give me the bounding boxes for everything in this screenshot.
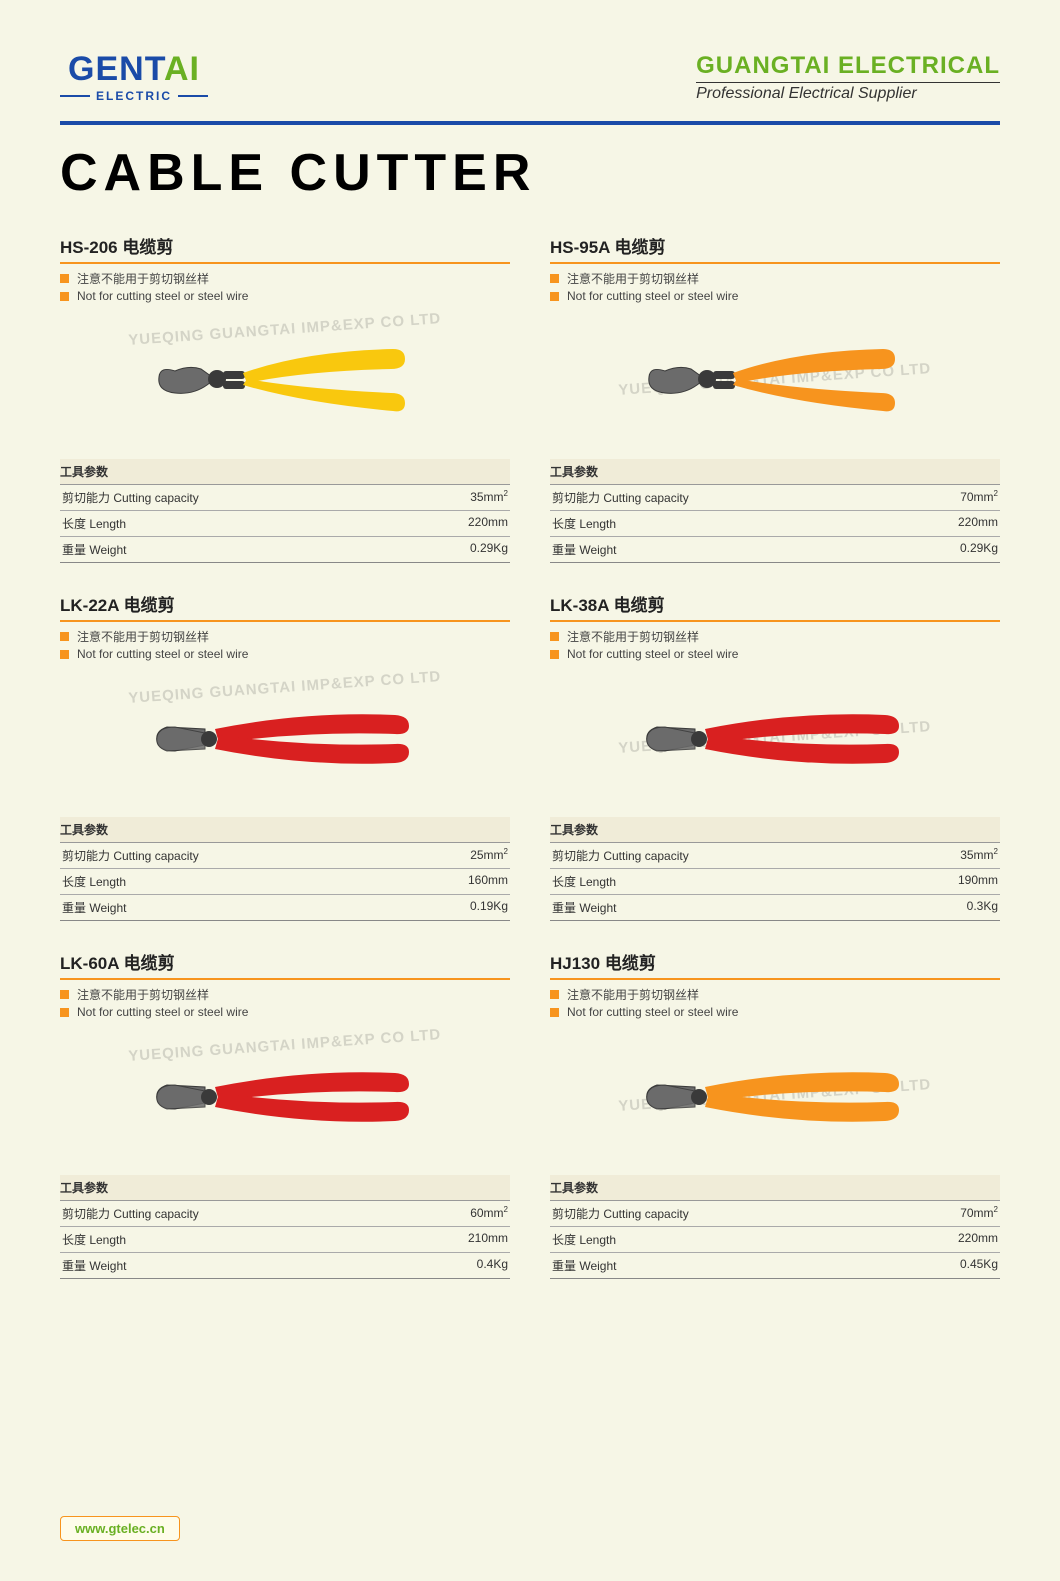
spec-row: 长度 Length190mm <box>550 869 1000 895</box>
spec-row: 重量 Weight0.3Kg <box>550 895 1000 921</box>
product-name: LK-38A 电缆剪 <box>550 591 1000 622</box>
logo-brand: GENTAI <box>68 50 200 89</box>
spec-row: 重量 Weight0.4Kg <box>60 1253 510 1279</box>
note-en: Not for cutting steel or steel wire <box>60 289 510 303</box>
product-card: LK-60A 电缆剪 注意不能用于剪切钢丝样 Not for cutting s… <box>60 949 510 1279</box>
note-en: Not for cutting steel or steel wire <box>550 647 1000 661</box>
product-image: YUEQING GUANGTAI IMP&EXP CO LTD <box>60 669 510 809</box>
bullet-icon <box>550 650 559 659</box>
logo-text-a: GENT <box>68 50 164 88</box>
website-url[interactable]: www.gtelec.cn <box>60 1516 180 1541</box>
product-name: HS-95A 电缆剪 <box>550 233 1000 264</box>
spec-table: 工具参数 剪切能力 Cutting capacity70mm2 长度 Lengt… <box>550 459 1000 563</box>
note-en: Not for cutting steel or steel wire <box>60 647 510 661</box>
spec-row: 剪切能力 Cutting capacity70mm2 <box>550 1201 1000 1227</box>
note-cn: 注意不能用于剪切钢丝样 <box>60 628 510 645</box>
note-en: Not for cutting steel or steel wire <box>60 1005 510 1019</box>
product-card: HJ130 电缆剪 注意不能用于剪切钢丝样 Not for cutting st… <box>550 949 1000 1279</box>
spec-row: 重量 Weight0.45Kg <box>550 1253 1000 1279</box>
spec-header: 工具参数 <box>550 459 1000 485</box>
spec-header: 工具参数 <box>60 817 510 843</box>
spec-row: 剪切能力 Cutting capacity35mm2 <box>60 485 510 511</box>
note-cn: 注意不能用于剪切钢丝样 <box>60 270 510 287</box>
product-image: YUEQING GUANGTAI IMP&EXP CO LTD <box>60 311 510 451</box>
note-cn: 注意不能用于剪切钢丝样 <box>60 986 510 1003</box>
product-notes: 注意不能用于剪切钢丝样 Not for cutting steel or ste… <box>550 270 1000 303</box>
spec-row: 长度 Length220mm <box>550 1227 1000 1253</box>
spec-row: 剪切能力 Cutting capacity25mm2 <box>60 843 510 869</box>
note-cn: 注意不能用于剪切钢丝样 <box>550 628 1000 645</box>
spec-row: 长度 Length160mm <box>60 869 510 895</box>
product-name: HJ130 电缆剪 <box>550 949 1000 980</box>
bullet-icon <box>60 274 69 283</box>
product-card: LK-38A 电缆剪 注意不能用于剪切钢丝样 Not for cutting s… <box>550 591 1000 921</box>
bullet-icon <box>60 990 69 999</box>
product-name: LK-60A 电缆剪 <box>60 949 510 980</box>
product-card: LK-22A 电缆剪 注意不能用于剪切钢丝样 Not for cutting s… <box>60 591 510 921</box>
spec-table: 工具参数 剪切能力 Cutting capacity70mm2 长度 Lengt… <box>550 1175 1000 1279</box>
logo-subtext: ELECTRIC <box>60 89 208 103</box>
spec-row: 长度 Length220mm <box>550 511 1000 537</box>
note-en: Not for cutting steel or steel wire <box>550 1005 1000 1019</box>
bullet-icon <box>60 1008 69 1017</box>
company-name: GUANGTAI ELECTRICAL <box>696 52 1000 80</box>
bullet-icon <box>60 292 69 301</box>
product-image: YUEQING GUANGTAI IMP&EXP CO LTD <box>550 1027 1000 1167</box>
spec-header: 工具参数 <box>60 459 510 485</box>
product-image: YUEQING GUANGTAI IMP&EXP CO LTD <box>550 669 1000 809</box>
spec-row: 重量 Weight0.29Kg <box>550 537 1000 563</box>
spec-row: 剪切能力 Cutting capacity35mm2 <box>550 843 1000 869</box>
spec-row: 长度 Length210mm <box>60 1227 510 1253</box>
spec-header: 工具参数 <box>550 1175 1000 1201</box>
product-card: HS-95A 电缆剪 注意不能用于剪切钢丝样 Not for cutting s… <box>550 233 1000 563</box>
product-notes: 注意不能用于剪切钢丝样 Not for cutting steel or ste… <box>550 986 1000 1019</box>
spec-table: 工具参数 剪切能力 Cutting capacity25mm2 长度 Lengt… <box>60 817 510 921</box>
logo-text-b: AI <box>164 50 200 88</box>
logo: GENTAI ELECTRIC <box>60 50 208 103</box>
product-notes: 注意不能用于剪切钢丝样 Not for cutting steel or ste… <box>550 628 1000 661</box>
spec-header: 工具参数 <box>550 817 1000 843</box>
product-name: HS-206 电缆剪 <box>60 233 510 264</box>
spec-table: 工具参数 剪切能力 Cutting capacity35mm2 长度 Lengt… <box>60 459 510 563</box>
product-image: YUEQING GUANGTAI IMP&EXP CO LTD <box>60 1027 510 1167</box>
footer: www.gtelec.cn <box>60 1516 180 1541</box>
bullet-icon <box>550 274 559 283</box>
spec-row: 剪切能力 Cutting capacity70mm2 <box>550 485 1000 511</box>
bullet-icon <box>550 292 559 301</box>
page-title: CABLE CUTTER <box>60 143 1000 203</box>
product-grid: HS-206 电缆剪 注意不能用于剪切钢丝样 Not for cutting s… <box>60 233 1000 1287</box>
spec-row: 剪切能力 Cutting capacity60mm2 <box>60 1201 510 1227</box>
product-notes: 注意不能用于剪切钢丝样 Not for cutting steel or ste… <box>60 628 510 661</box>
product-image: YUEQING GUANGTAI IMP&EXP CO LTD <box>550 311 1000 451</box>
spec-header: 工具参数 <box>60 1175 510 1201</box>
tagline: Professional Electrical Supplier <box>696 82 1000 103</box>
spec-row: 重量 Weight0.19Kg <box>60 895 510 921</box>
product-card: HS-206 电缆剪 注意不能用于剪切钢丝样 Not for cutting s… <box>60 233 510 563</box>
bullet-icon <box>550 1008 559 1017</box>
bullet-icon <box>550 990 559 999</box>
bullet-icon <box>550 632 559 641</box>
note-en: Not for cutting steel or steel wire <box>550 289 1000 303</box>
spec-row: 重量 Weight0.29Kg <box>60 537 510 563</box>
spec-table: 工具参数 剪切能力 Cutting capacity35mm2 长度 Lengt… <box>550 817 1000 921</box>
product-notes: 注意不能用于剪切钢丝样 Not for cutting steel or ste… <box>60 270 510 303</box>
product-name: LK-22A 电缆剪 <box>60 591 510 622</box>
page-header: GENTAI ELECTRIC GUANGTAI ELECTRICAL Prof… <box>60 50 1000 113</box>
bullet-icon <box>60 650 69 659</box>
note-cn: 注意不能用于剪切钢丝样 <box>550 986 1000 1003</box>
bullet-icon <box>60 632 69 641</box>
spec-row: 长度 Length220mm <box>60 511 510 537</box>
product-notes: 注意不能用于剪切钢丝样 Not for cutting steel or ste… <box>60 986 510 1019</box>
header-rule <box>60 121 1000 125</box>
header-right: GUANGTAI ELECTRICAL Professional Electri… <box>696 52 1000 103</box>
note-cn: 注意不能用于剪切钢丝样 <box>550 270 1000 287</box>
spec-table: 工具参数 剪切能力 Cutting capacity60mm2 长度 Lengt… <box>60 1175 510 1279</box>
